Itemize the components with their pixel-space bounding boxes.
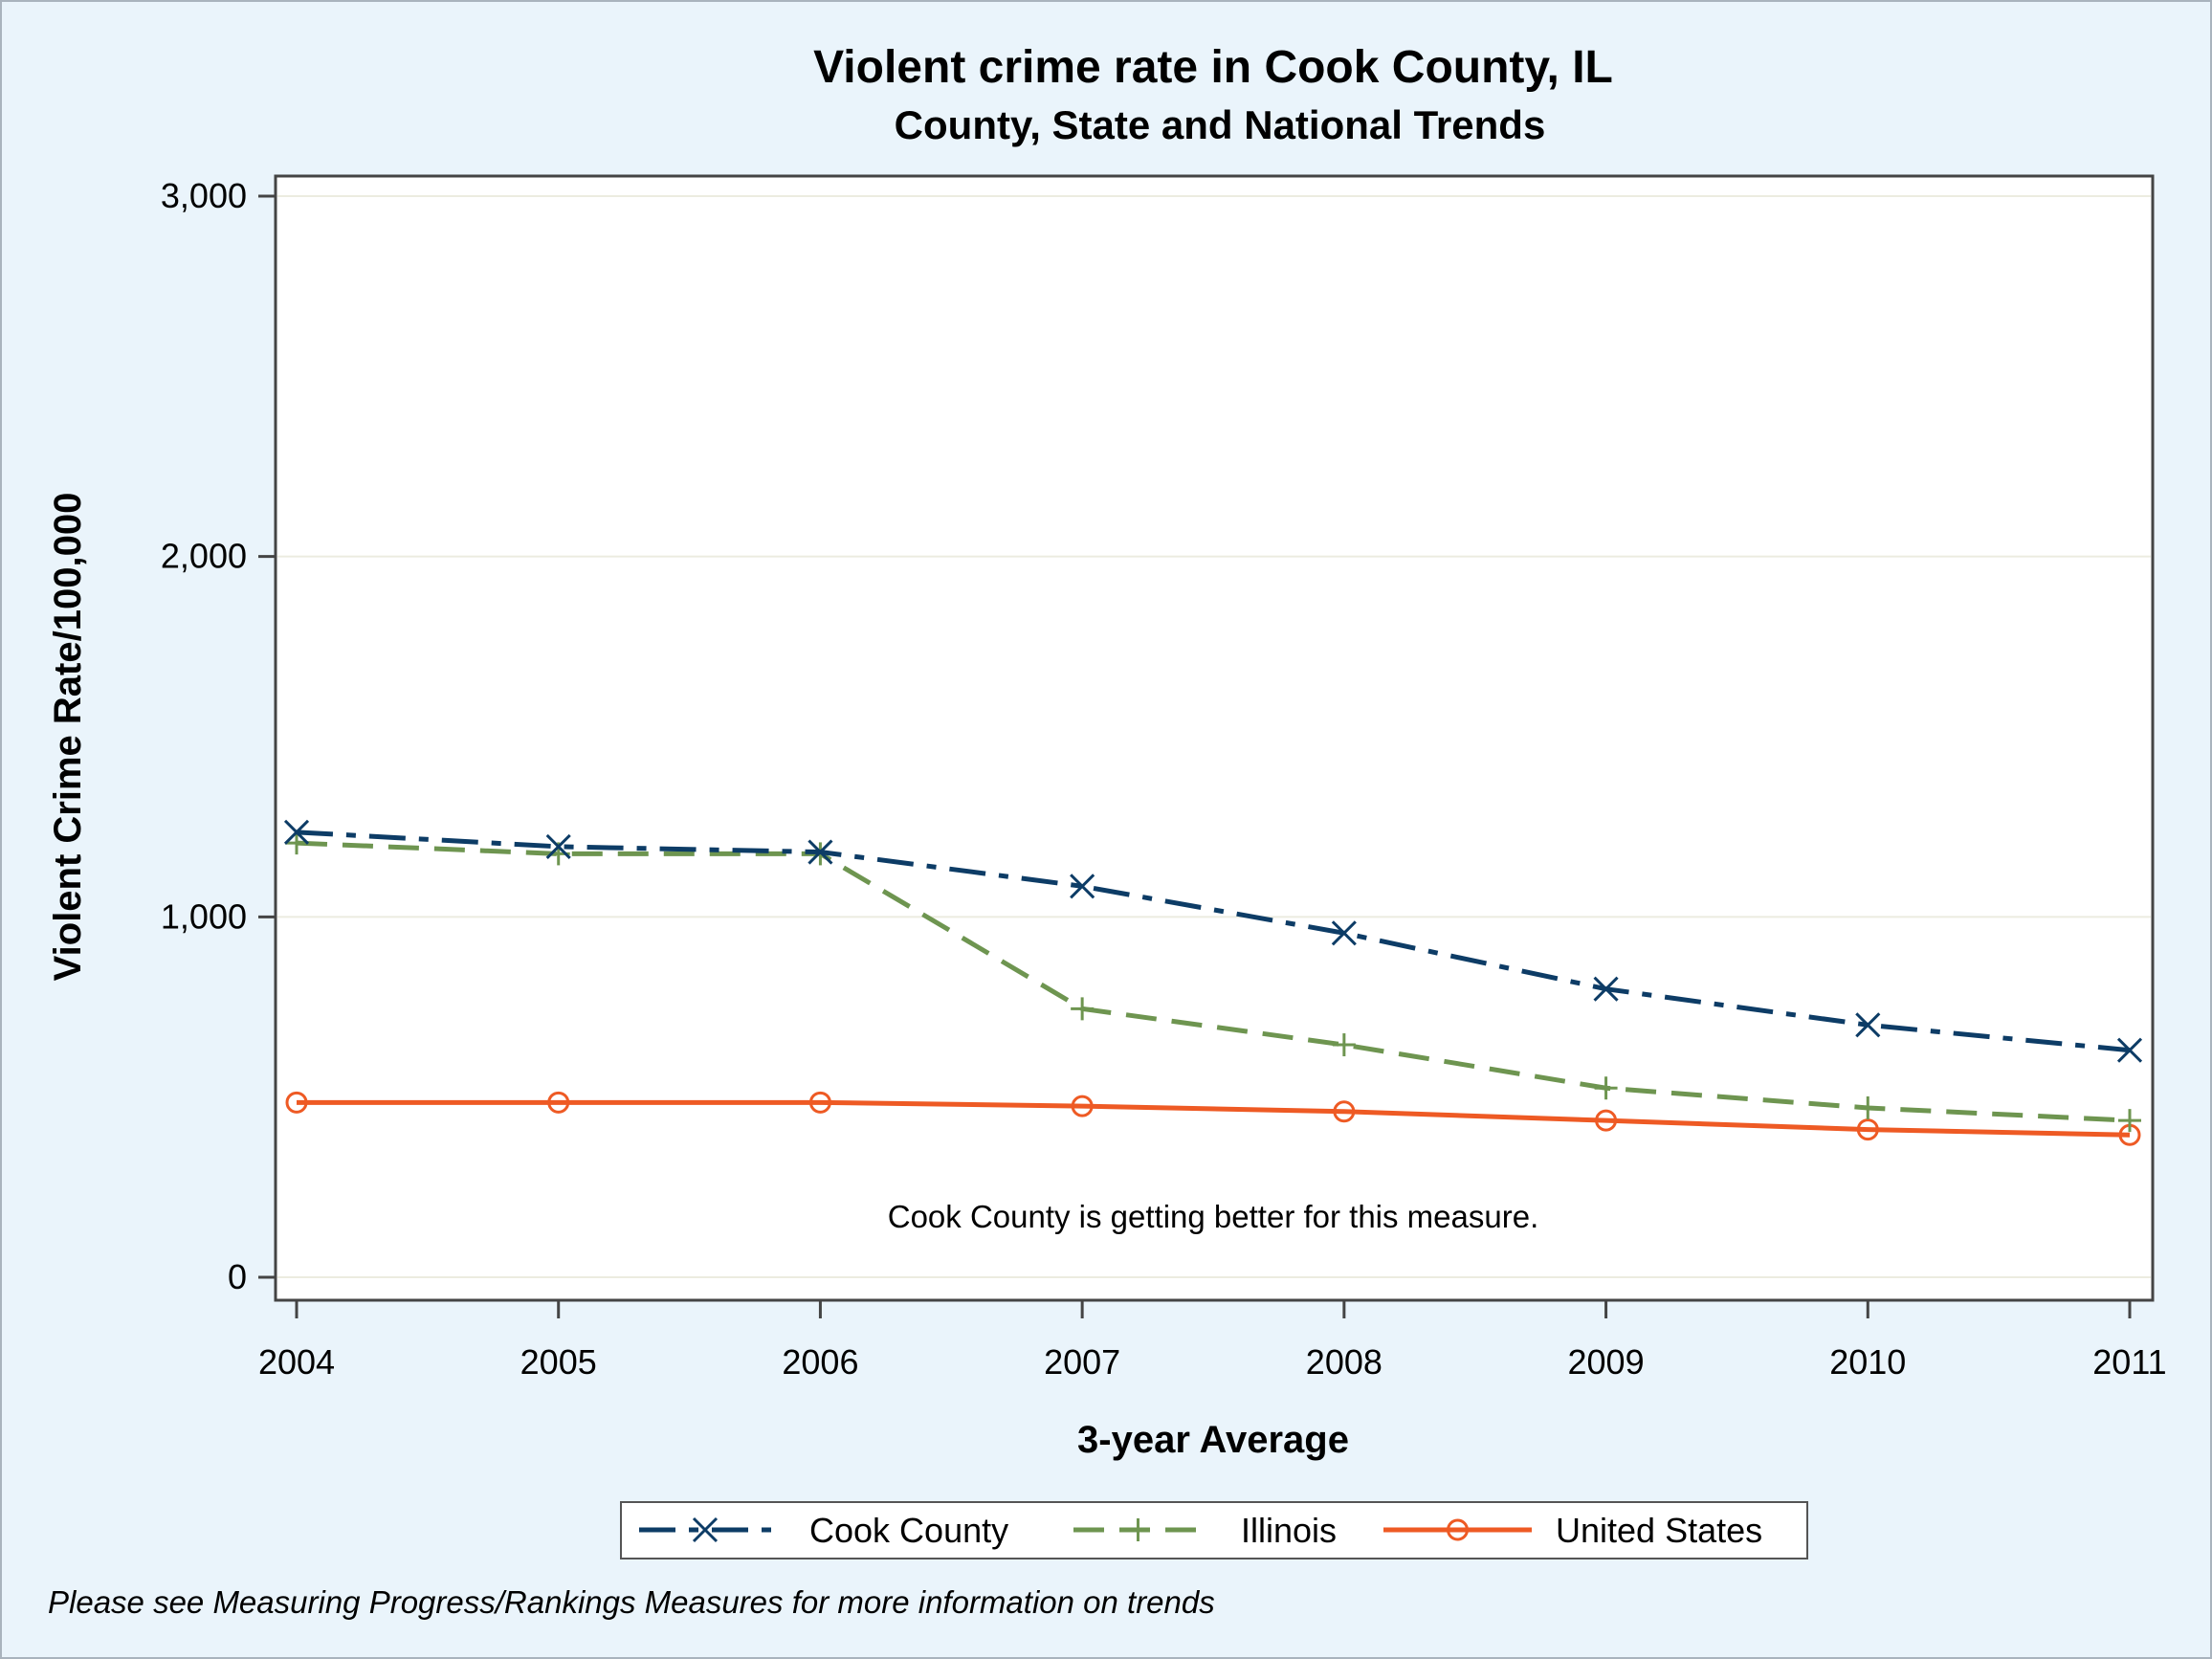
marker-stroke (1593, 976, 1619, 1002)
data-point-illinois (1071, 997, 1095, 1021)
marker-stroke (545, 833, 571, 859)
data-point-illinois (285, 831, 308, 855)
x-tick-label: 2006 (782, 1342, 858, 1382)
x-tick-label: 2005 (520, 1342, 597, 1382)
series-line-illinois (296, 840, 2131, 1123)
marker-stroke (1070, 874, 1095, 899)
series-line-united-states (297, 1099, 2131, 1138)
legend: Cook County Illinois United States (639, 1511, 1762, 1550)
data-point-cook-county (545, 833, 571, 859)
legend-marker-illinois (1126, 1518, 1150, 1541)
data-point-united-states (1333, 1100, 1356, 1123)
marker-stroke (2116, 1037, 2143, 1063)
y-axis: 0 1,000 2,000 3,000 (161, 176, 276, 1296)
marker-stroke (807, 839, 833, 865)
data-point-cook-county (1593, 976, 1619, 1002)
data-point-united-states (1071, 1095, 1094, 1117)
data-point-cook-county (807, 839, 833, 865)
legend-label-cook-county: Cook County (809, 1511, 1008, 1550)
y-tick-label: 2,000 (161, 537, 247, 576)
data-point-cook-county (1331, 920, 1357, 946)
data-point-cook-county (283, 819, 310, 845)
footnote: Please see Measuring Progress/Rankings M… (48, 1584, 1215, 1620)
trend-annotation: Cook County is getting better for this m… (888, 1199, 1539, 1234)
y-tick-label: 0 (228, 1257, 247, 1296)
data-point-united-states (285, 1091, 308, 1114)
data-point-cook-county (1070, 874, 1095, 899)
data-point-cook-county (2116, 1037, 2143, 1063)
data-point-united-states (1856, 1118, 1879, 1141)
chart-subtitle: County, State and National Trends (895, 102, 1546, 147)
x-axis: 2004 2005 2006 2007 2008 2009 2010 2011 (258, 1300, 2167, 1382)
marker-stroke (692, 1516, 719, 1543)
legend-marker-cook-county (692, 1516, 719, 1543)
gridlines (277, 195, 2151, 1278)
legend-label-united-states: United States (1556, 1511, 1762, 1550)
marker-stroke (1331, 920, 1357, 946)
data-point-illinois (1332, 1033, 1356, 1057)
marker-stroke (1855, 1012, 1881, 1038)
marker-stroke (283, 819, 310, 845)
plot-area (274, 174, 2155, 1302)
series-line-cook-county (296, 830, 2131, 1053)
x-tick-label: 2011 (2092, 1342, 2166, 1382)
x-tick-label: 2007 (1044, 1342, 1120, 1382)
x-axis-title: 3-year Average (1077, 1419, 1349, 1461)
x-tick-label: 2010 (1829, 1342, 1906, 1382)
data-point-united-states (1595, 1109, 1618, 1132)
data-point-illinois (2118, 1109, 2141, 1133)
legend-label-illinois: Illinois (1241, 1511, 1337, 1550)
legend-box (620, 1501, 1808, 1559)
x-tick-label: 2004 (258, 1342, 335, 1382)
data-point-illinois (1856, 1095, 1880, 1119)
series-layer (283, 819, 2143, 1146)
x-tick-label: 2008 (1306, 1342, 1382, 1382)
y-axis-title: Violent Crime Rate/100,000 (47, 493, 89, 982)
x-tick-label: 2009 (1568, 1342, 1645, 1382)
y-tick-label: 1,000 (161, 896, 247, 936)
legend-marker-united-states (1447, 1518, 1469, 1541)
data-point-united-states (547, 1091, 570, 1114)
data-point-illinois (1594, 1076, 1618, 1100)
y-tick-label: 3,000 (161, 176, 247, 215)
chart-title: Violent crime rate in Cook County, IL (813, 42, 1613, 93)
data-point-united-states (808, 1091, 831, 1114)
data-point-cook-county (1855, 1012, 1881, 1038)
